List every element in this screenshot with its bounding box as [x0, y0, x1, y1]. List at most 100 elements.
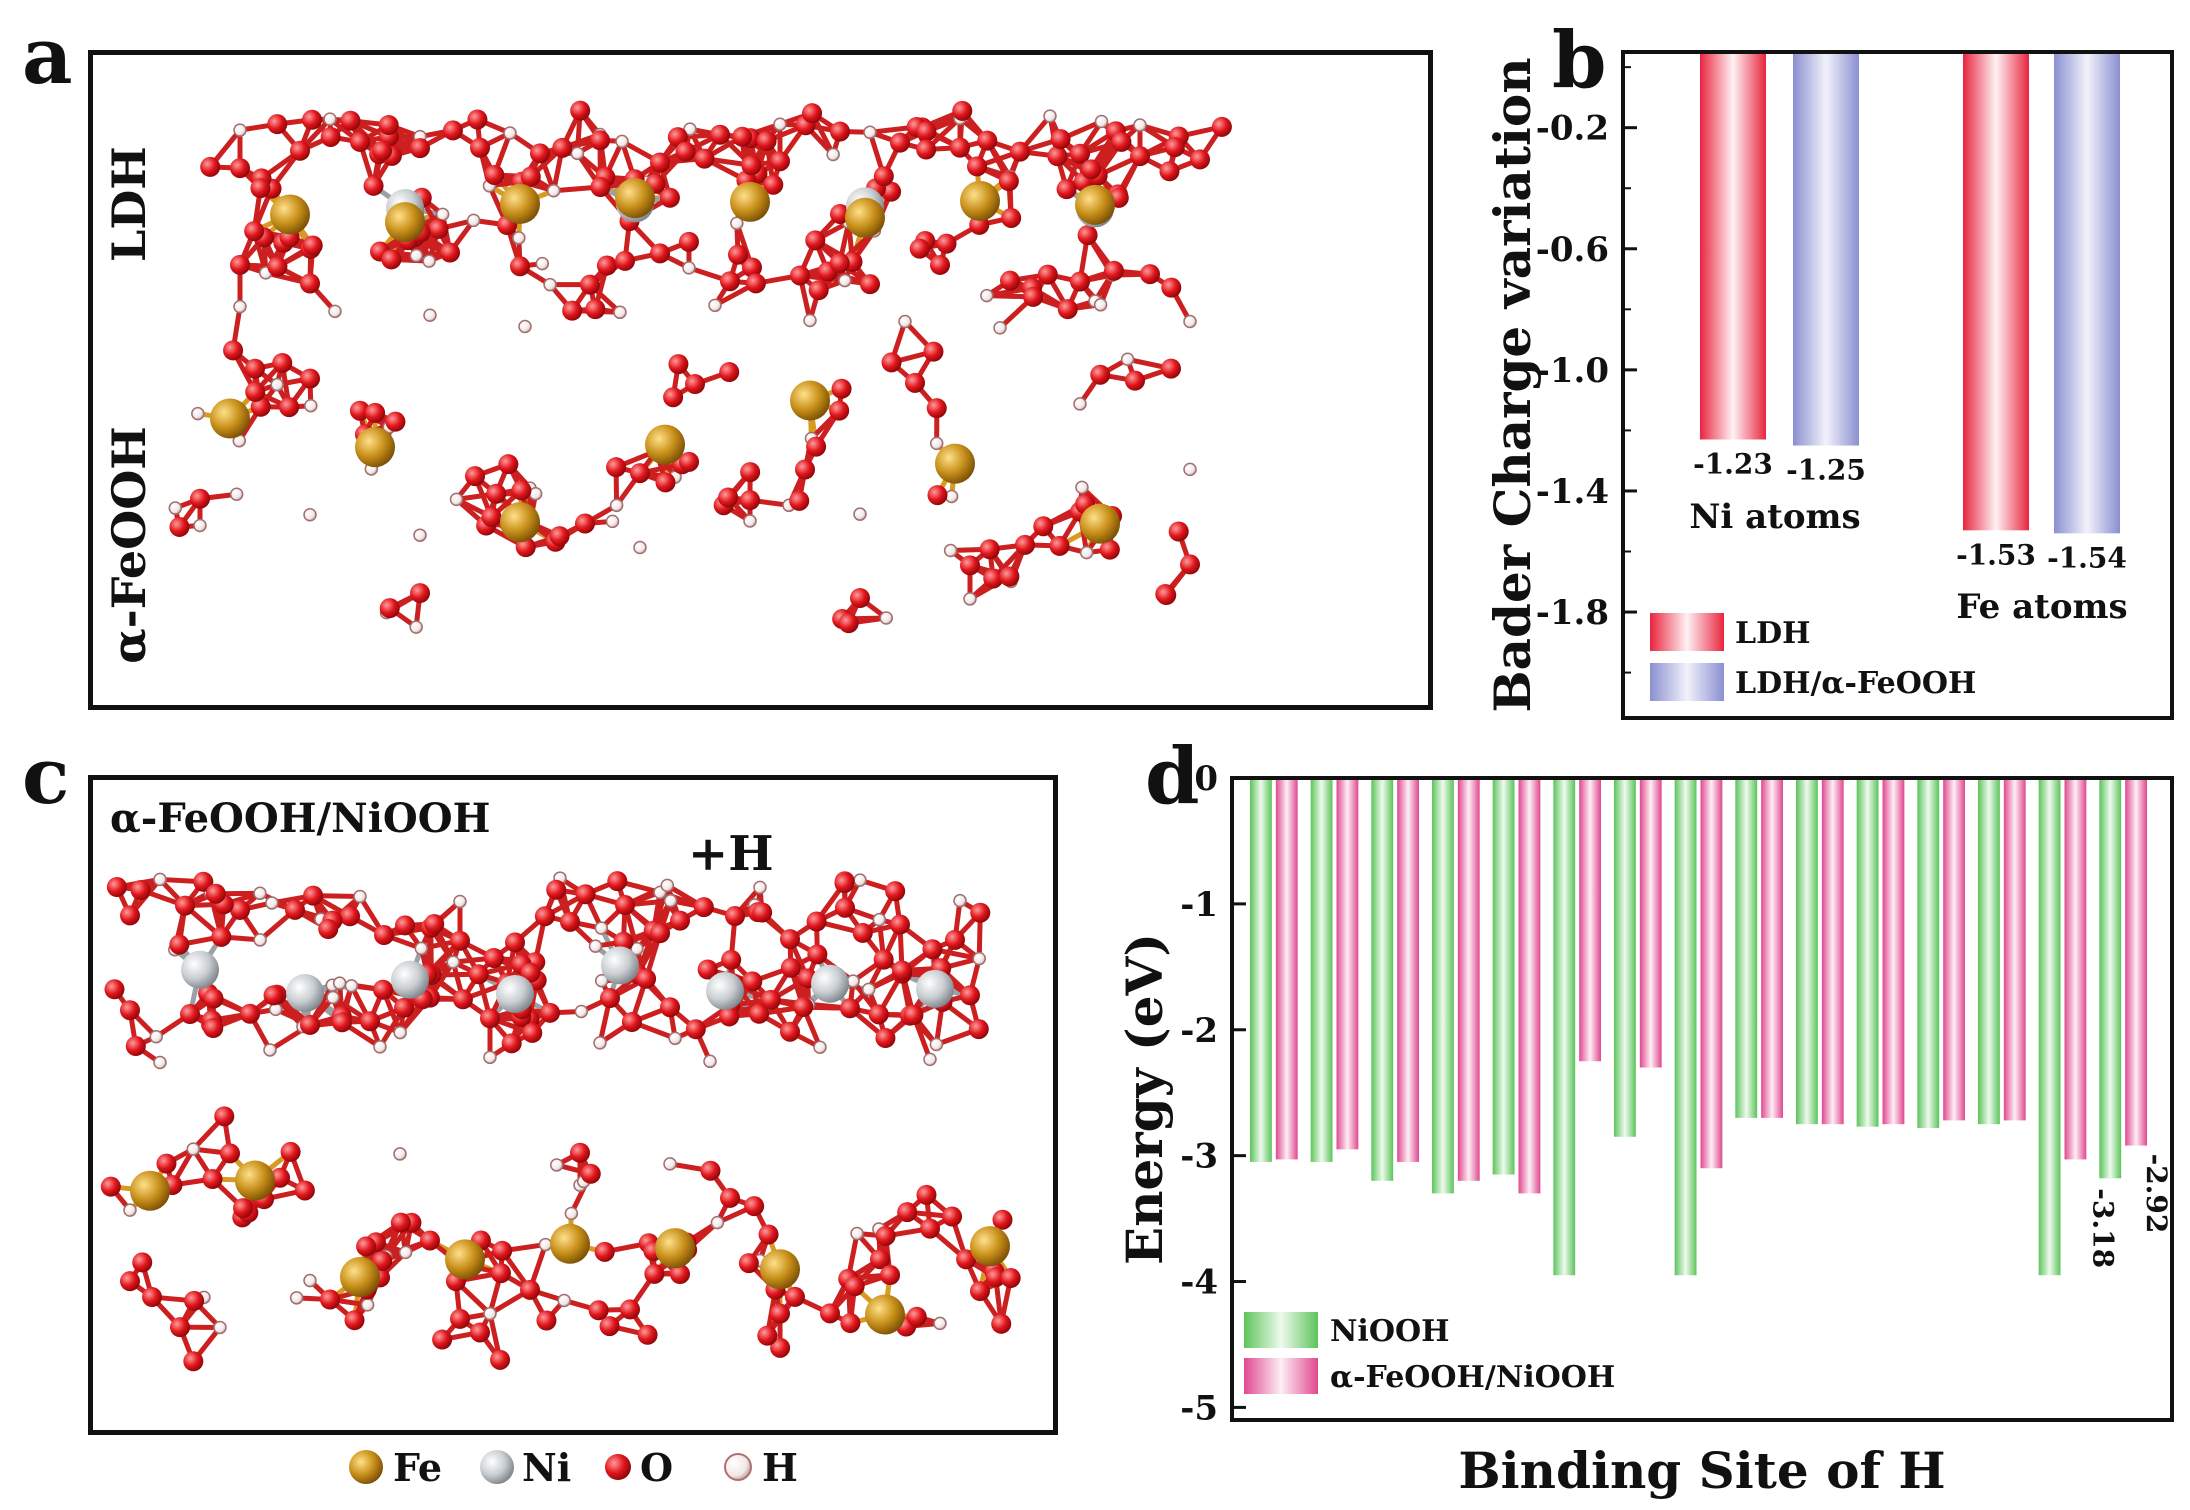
h-atom	[360, 1298, 375, 1312]
o-atom	[372, 140, 393, 161]
o-atom	[663, 387, 684, 408]
o-atom	[685, 374, 705, 395]
o-atom	[1037, 264, 1058, 285]
o-atom	[1156, 585, 1177, 606]
h-atom	[730, 216, 744, 230]
o-atom	[650, 152, 670, 173]
h-atom	[863, 125, 877, 140]
o-atom	[700, 1160, 721, 1181]
o-atom	[923, 341, 944, 362]
bar-feooh-niooh	[1457, 780, 1480, 1181]
o-atom	[363, 175, 384, 196]
h-atom	[409, 620, 423, 634]
h-atom	[594, 974, 609, 988]
o-atom	[738, 1253, 759, 1274]
h-atom	[263, 1043, 277, 1057]
o-atom	[356, 1236, 377, 1257]
h-atom	[574, 1004, 589, 1019]
o-atom	[379, 598, 400, 619]
o-atom	[233, 1198, 254, 1219]
o-atom	[697, 959, 718, 980]
h-atom	[233, 299, 247, 314]
h-atom	[414, 941, 429, 956]
o-atom	[428, 218, 449, 239]
o-atom	[285, 899, 305, 920]
o-atom	[373, 925, 394, 946]
o-atom	[916, 139, 937, 160]
y-tick-label: -1.4	[1536, 472, 1609, 512]
bar-feooh-niooh	[2003, 780, 2026, 1121]
y-tick-label: -4	[1180, 1263, 1218, 1303]
o-atom	[960, 985, 980, 1006]
o-atom	[442, 120, 463, 141]
o-atom	[1057, 299, 1078, 320]
o-atom	[741, 155, 762, 176]
h-atom	[803, 313, 817, 328]
bar-value-label: -1.54	[2047, 541, 2127, 574]
h-atom	[353, 889, 367, 904]
bar-ldh-fe	[1963, 54, 2029, 531]
h-atom	[546, 184, 561, 198]
o-atom	[784, 1286, 805, 1307]
o-atom	[522, 1022, 543, 1043]
o-atom	[560, 911, 580, 932]
h-atom	[213, 1320, 227, 1335]
h-atom	[373, 1040, 387, 1054]
h-atom	[993, 321, 1007, 335]
o-atom	[620, 1299, 640, 1320]
chart-d-ylabel: Energy (eV)	[1115, 933, 1174, 1265]
bar-feooh-niooh	[1275, 780, 1298, 1160]
o-atom	[450, 930, 470, 951]
o-atom	[350, 131, 370, 152]
h-atom	[332, 976, 347, 990]
h-atom	[879, 611, 894, 625]
o-atom	[1159, 161, 1180, 182]
h-atom	[633, 540, 647, 555]
o-atom	[562, 300, 583, 321]
fe-atom	[1075, 184, 1115, 225]
h-atom	[861, 982, 876, 997]
o-atom	[636, 968, 657, 989]
o-atom	[424, 913, 445, 934]
o-atom	[1047, 146, 1068, 167]
panel-a-feooh-label: α-FeOOH	[102, 426, 156, 664]
o-atom	[480, 1008, 500, 1029]
o-atom	[549, 526, 570, 547]
bar-niooh	[1674, 780, 1697, 1276]
bar-value-label: -1.23	[1693, 447, 1773, 480]
fe-atom	[790, 380, 830, 421]
panel-c-title: α-FeOOH/NiOOH	[110, 795, 490, 842]
o-atom	[552, 137, 573, 158]
o-atom	[670, 910, 690, 931]
o-atom	[267, 256, 288, 277]
bar-value-label: -1.25	[1786, 454, 1866, 487]
h-atom	[483, 1306, 497, 1321]
o-atom	[120, 1271, 140, 1292]
o-atom	[960, 555, 980, 576]
h-atom	[193, 518, 207, 533]
bar-niooh	[1917, 780, 1940, 1128]
o-atom	[132, 1252, 153, 1273]
o-atom	[655, 472, 676, 493]
o-atom	[926, 398, 947, 419]
bar-niooh	[1432, 780, 1454, 1194]
o-atom	[156, 1153, 177, 1174]
h-atom	[923, 1052, 937, 1067]
h-atom	[813, 1040, 827, 1054]
o-atom	[1023, 286, 1044, 307]
o-atom	[970, 902, 991, 923]
h-atom	[1133, 118, 1147, 132]
bar-niooh	[1310, 780, 1333, 1162]
o-atom	[1099, 539, 1120, 560]
o-atom	[742, 257, 763, 278]
h-atom	[270, 377, 284, 392]
o-atom	[596, 255, 617, 276]
h-atom	[929, 1037, 944, 1052]
bar-niooh	[1978, 780, 2000, 1125]
ni-atom	[286, 974, 324, 1013]
o-atom	[930, 254, 950, 275]
o-atom	[203, 1018, 224, 1039]
o-atom	[1015, 534, 1035, 555]
h-atom	[1093, 298, 1108, 312]
h-atom	[944, 489, 959, 504]
